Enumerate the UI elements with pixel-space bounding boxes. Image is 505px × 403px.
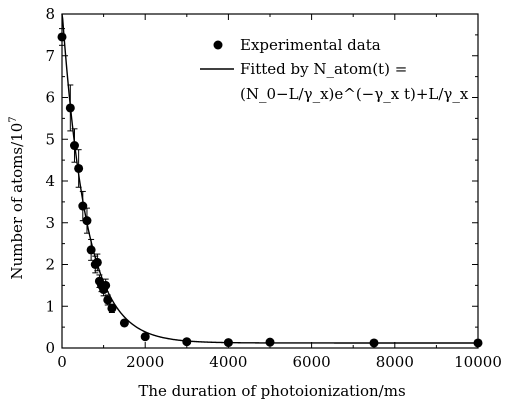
data-point xyxy=(223,338,233,348)
y-axis-label: Number of atoms/107 xyxy=(8,116,26,279)
data-point xyxy=(103,295,113,305)
data-point xyxy=(182,337,192,347)
x-tick-labels: 0 2000 4000 6000 8000 10000 xyxy=(57,353,502,371)
x-tick-label: 0 xyxy=(57,353,67,371)
data-point xyxy=(107,303,117,313)
y-tick-label: 8 xyxy=(45,5,55,23)
data-point xyxy=(369,338,379,348)
data-point xyxy=(74,163,84,173)
y-tick-label: 4 xyxy=(45,172,55,190)
data-point xyxy=(119,318,129,328)
data-point xyxy=(82,216,92,226)
y-tick-label: 0 xyxy=(45,339,55,357)
data-point xyxy=(101,280,111,290)
y-tick-label: 7 xyxy=(45,47,55,65)
data-point xyxy=(69,141,79,151)
data-point xyxy=(86,245,96,255)
x-tick-label: 2000 xyxy=(126,353,164,371)
y-tick-labels: 0 1 2 3 4 5 6 7 8 xyxy=(45,5,55,357)
y-tick-label: 2 xyxy=(45,256,55,274)
data-point xyxy=(140,332,150,342)
x-tick-label: 4000 xyxy=(209,353,247,371)
data-point xyxy=(78,201,88,211)
y-tick-label: 5 xyxy=(45,130,55,148)
data-point xyxy=(65,103,75,113)
legend-line-label-2: (N_0−L/γ_x)e^(−γ_x t)+L/γ_x xyxy=(240,85,469,103)
x-axis-label: The duration of photoionization/ms xyxy=(138,382,405,400)
data-point xyxy=(265,337,275,347)
data-point xyxy=(92,257,102,267)
x-tick-label: 8000 xyxy=(376,353,414,371)
data-points xyxy=(57,32,483,348)
y-tick-label: 6 xyxy=(45,89,55,107)
legend-marker xyxy=(213,40,223,50)
legend: Experimental data Fitted by N_atom(t) = … xyxy=(200,36,469,103)
plot-frame xyxy=(61,13,479,349)
x-tick-label: 6000 xyxy=(293,353,331,371)
legend-line-label-1: Fitted by N_atom(t) = xyxy=(240,60,407,78)
y-tick-label: 1 xyxy=(45,297,55,315)
legend-marker-label: Experimental data xyxy=(240,36,381,54)
y-tick-label: 3 xyxy=(45,214,55,232)
x-tick-label: 10000 xyxy=(454,353,502,371)
